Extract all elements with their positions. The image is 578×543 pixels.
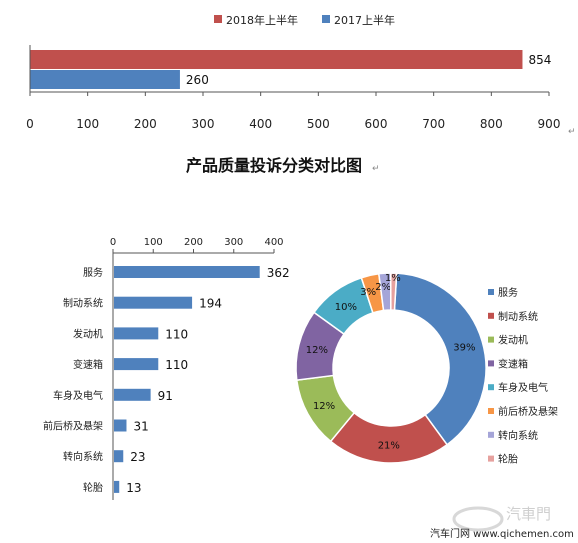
cat-label-1: 制动系统 bbox=[63, 297, 103, 310]
top-legend: 2018年上半年 2017上半年 bbox=[214, 13, 395, 27]
donut-legend-label-5: 前后桥及悬架 bbox=[498, 405, 558, 418]
top-tick-label: 100 bbox=[76, 117, 99, 131]
top-tick-label: 600 bbox=[365, 117, 388, 131]
donut-label-3: 12% bbox=[306, 345, 328, 356]
cat-value-1: 194 bbox=[199, 297, 222, 311]
cat-label-0: 服务 bbox=[83, 266, 103, 279]
cat-value-5: 31 bbox=[133, 420, 148, 434]
cat-bar-5 bbox=[114, 419, 127, 432]
donut-label-4: 10% bbox=[335, 302, 357, 313]
donut-slice-7 bbox=[389, 272, 398, 311]
cat-bar-6 bbox=[114, 450, 124, 463]
top-tick-label: 900 bbox=[538, 117, 561, 131]
watermark-site: 汽车门网 www.qichemen.com bbox=[430, 527, 574, 540]
top-tick-label: 800 bbox=[480, 117, 503, 131]
donut-legend-label-7: 轮胎 bbox=[498, 453, 518, 466]
donut-label-7: 1% bbox=[385, 273, 401, 284]
watermark: 汽車門 汽车门网 www.qichemen.com bbox=[430, 505, 574, 540]
donut-label-2: 12% bbox=[313, 401, 335, 412]
cat-value-7: 13 bbox=[126, 481, 141, 495]
donut-legend-label-6: 转向系统 bbox=[498, 429, 538, 442]
top-bar-0 bbox=[30, 50, 523, 69]
donut-label-0: 39% bbox=[453, 342, 475, 353]
top-tick-label: 300 bbox=[192, 117, 215, 131]
top-bar-value-0: 854 bbox=[528, 53, 551, 67]
donut-legend-label-0: 服务 bbox=[498, 286, 518, 299]
top-tick-label: 700 bbox=[422, 117, 445, 131]
cat-label-2: 发动机 bbox=[73, 327, 103, 340]
cat-label-7: 轮胎 bbox=[83, 481, 103, 494]
donut-legend-label-2: 发动机 bbox=[498, 334, 528, 347]
cat-label-5: 前后桥及悬架 bbox=[43, 420, 103, 433]
cat-value-2: 110 bbox=[165, 327, 188, 341]
cat-label-4: 车身及电气 bbox=[53, 389, 103, 402]
cat-bar-0 bbox=[114, 266, 260, 278]
donut-chart: 39% 21% 12% 12% 10%3% 2%1% bbox=[295, 272, 487, 464]
donut-slice-0 bbox=[393, 272, 487, 446]
donut-label-1: 21% bbox=[378, 440, 400, 451]
top-bar-value-1: 260 bbox=[186, 73, 209, 87]
title-return-mark: ↵ bbox=[372, 164, 380, 174]
cat-value-6: 23 bbox=[130, 450, 145, 464]
watermark-brand: 汽車門 bbox=[506, 505, 551, 523]
top-tick-label: 0 bbox=[26, 117, 34, 131]
donut-legend-swatch-7 bbox=[488, 455, 494, 462]
top-tick-label: 500 bbox=[307, 117, 330, 131]
legend-label-2017: 2017上半年 bbox=[334, 13, 395, 27]
cat-bar-1 bbox=[114, 296, 193, 309]
donut-legend-label-1: 制动系统 bbox=[498, 310, 538, 323]
cat-value-3: 110 bbox=[165, 358, 188, 372]
cat-tick-label: 100 bbox=[144, 237, 163, 248]
cat-bar-2 bbox=[114, 327, 159, 340]
donut-legend-swatch-5 bbox=[488, 408, 494, 414]
donut-legend-label-4: 车身及电气 bbox=[498, 381, 548, 394]
cat-bar-3 bbox=[114, 358, 159, 371]
cat-tick-label: 200 bbox=[184, 237, 203, 248]
donut-legend-swatch-4 bbox=[488, 384, 494, 391]
legend-swatch-2018 bbox=[214, 15, 222, 23]
chart-title: 产品质量投诉分类对比图 bbox=[186, 156, 362, 175]
donut-label-6: 2% bbox=[375, 282, 391, 293]
cat-tick-label: 400 bbox=[264, 237, 283, 248]
legend-swatch-2017 bbox=[322, 15, 330, 23]
donut-legend-swatch-6 bbox=[488, 431, 494, 438]
watermark-logo-icon bbox=[452, 506, 504, 532]
donut-legend-label-3: 变速箱 bbox=[498, 357, 528, 370]
top-tick-label: 200 bbox=[134, 117, 157, 131]
cat-label-6: 转向系统 bbox=[63, 450, 103, 463]
cat-value-0: 362 bbox=[267, 266, 290, 280]
axis-return-mark: ↵ bbox=[568, 127, 576, 137]
cat-tick-label: 0 bbox=[110, 237, 116, 248]
donut-legend-swatch-0 bbox=[488, 289, 494, 295]
donut-legend-swatch-2 bbox=[488, 336, 494, 343]
donut-label-5: 3% bbox=[360, 287, 376, 298]
cat-value-4: 91 bbox=[158, 389, 173, 403]
cat-tick-label: 300 bbox=[224, 237, 243, 248]
top-bar-chart: 854 260 0 100 200 300 400 500 600 700 800 900 bbox=[26, 45, 560, 131]
cat-label-3: 变速箱 bbox=[73, 358, 103, 371]
cat-bar-7 bbox=[114, 480, 120, 493]
category-bar-chart: 0 100 200 300 400 服务 362 制动系统 194 发动机 110 变速箱 110 车身及… bbox=[43, 237, 290, 500]
donut-legend-swatch-1 bbox=[488, 312, 494, 319]
legend-label-2018: 2018年上半年 bbox=[226, 13, 298, 27]
top-bar-1 bbox=[30, 70, 180, 89]
cat-bar-4 bbox=[114, 388, 151, 401]
top-tick-label: 400 bbox=[249, 117, 272, 131]
donut-legend-swatch-3 bbox=[488, 360, 494, 367]
